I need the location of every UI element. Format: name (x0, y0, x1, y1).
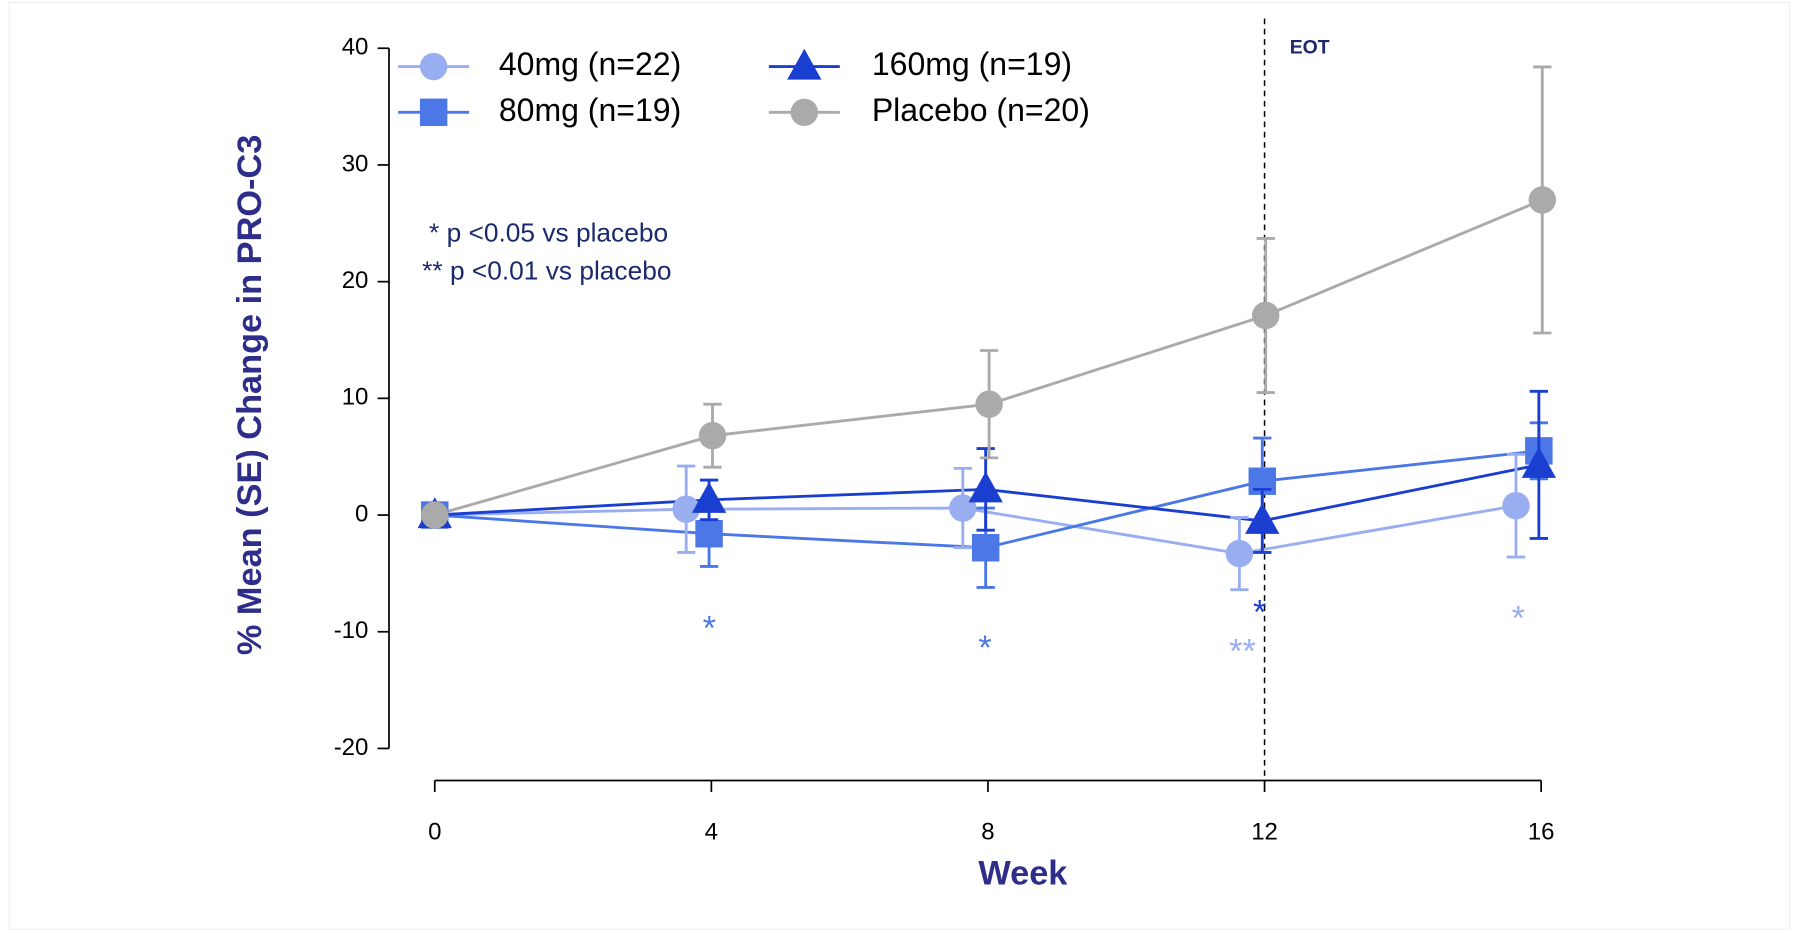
y-tick-label: -20 (334, 734, 369, 761)
legend-marker (419, 98, 448, 127)
y-tick-label: -10 (334, 617, 369, 644)
x-tick-label: 0 (428, 818, 441, 845)
legend-label: 80mg (n=19) (499, 92, 681, 128)
legend-label: 160mg (n=19) (872, 46, 1072, 82)
marker (1245, 503, 1280, 534)
y-tick-label: 10 (342, 384, 369, 411)
legend-marker (790, 98, 819, 127)
marker (691, 482, 727, 513)
significance-mark: * (703, 610, 716, 648)
marker (695, 519, 723, 548)
marker (421, 501, 449, 529)
y-axis-title: % Mean (SE) Change in PRO-C3 (231, 135, 269, 655)
y-tick-label: 20 (342, 267, 369, 294)
frame (8, 1, 1790, 930)
marker (971, 534, 1000, 562)
marker (968, 471, 1003, 503)
y-tick-label: 30 (342, 150, 369, 177)
significance-mark: ** (1229, 633, 1256, 671)
note: ** p <0.01 vs placebo (422, 255, 671, 285)
marker (1251, 301, 1280, 330)
significance-mark: * (1512, 599, 1525, 637)
significance-mark: * (1253, 594, 1266, 632)
x-tick-label: 4 (705, 818, 718, 845)
note: * p <0.05 vs placebo (429, 218, 668, 248)
marker (672, 495, 700, 523)
x-axis-title: Week (978, 855, 1068, 893)
legend-label: 40mg (n=22) (499, 46, 681, 82)
legend-label: Placebo (n=20) (872, 92, 1090, 128)
marker (1225, 539, 1254, 568)
marker (698, 421, 727, 450)
x-tick-label: 12 (1251, 818, 1278, 845)
y-tick-label: 0 (355, 500, 368, 527)
significance-mark: * (978, 629, 991, 667)
marker (975, 390, 1003, 418)
marker (1502, 491, 1530, 520)
legend-marker (787, 48, 822, 80)
marker (1521, 447, 1557, 478)
y-tick-label: 40 (342, 34, 369, 61)
marker (1528, 186, 1557, 214)
legend-marker (419, 52, 448, 81)
eot-label: EOT (1290, 36, 1330, 58)
x-tick-label: 8 (981, 818, 994, 845)
x-tick-label: 16 (1528, 818, 1555, 845)
